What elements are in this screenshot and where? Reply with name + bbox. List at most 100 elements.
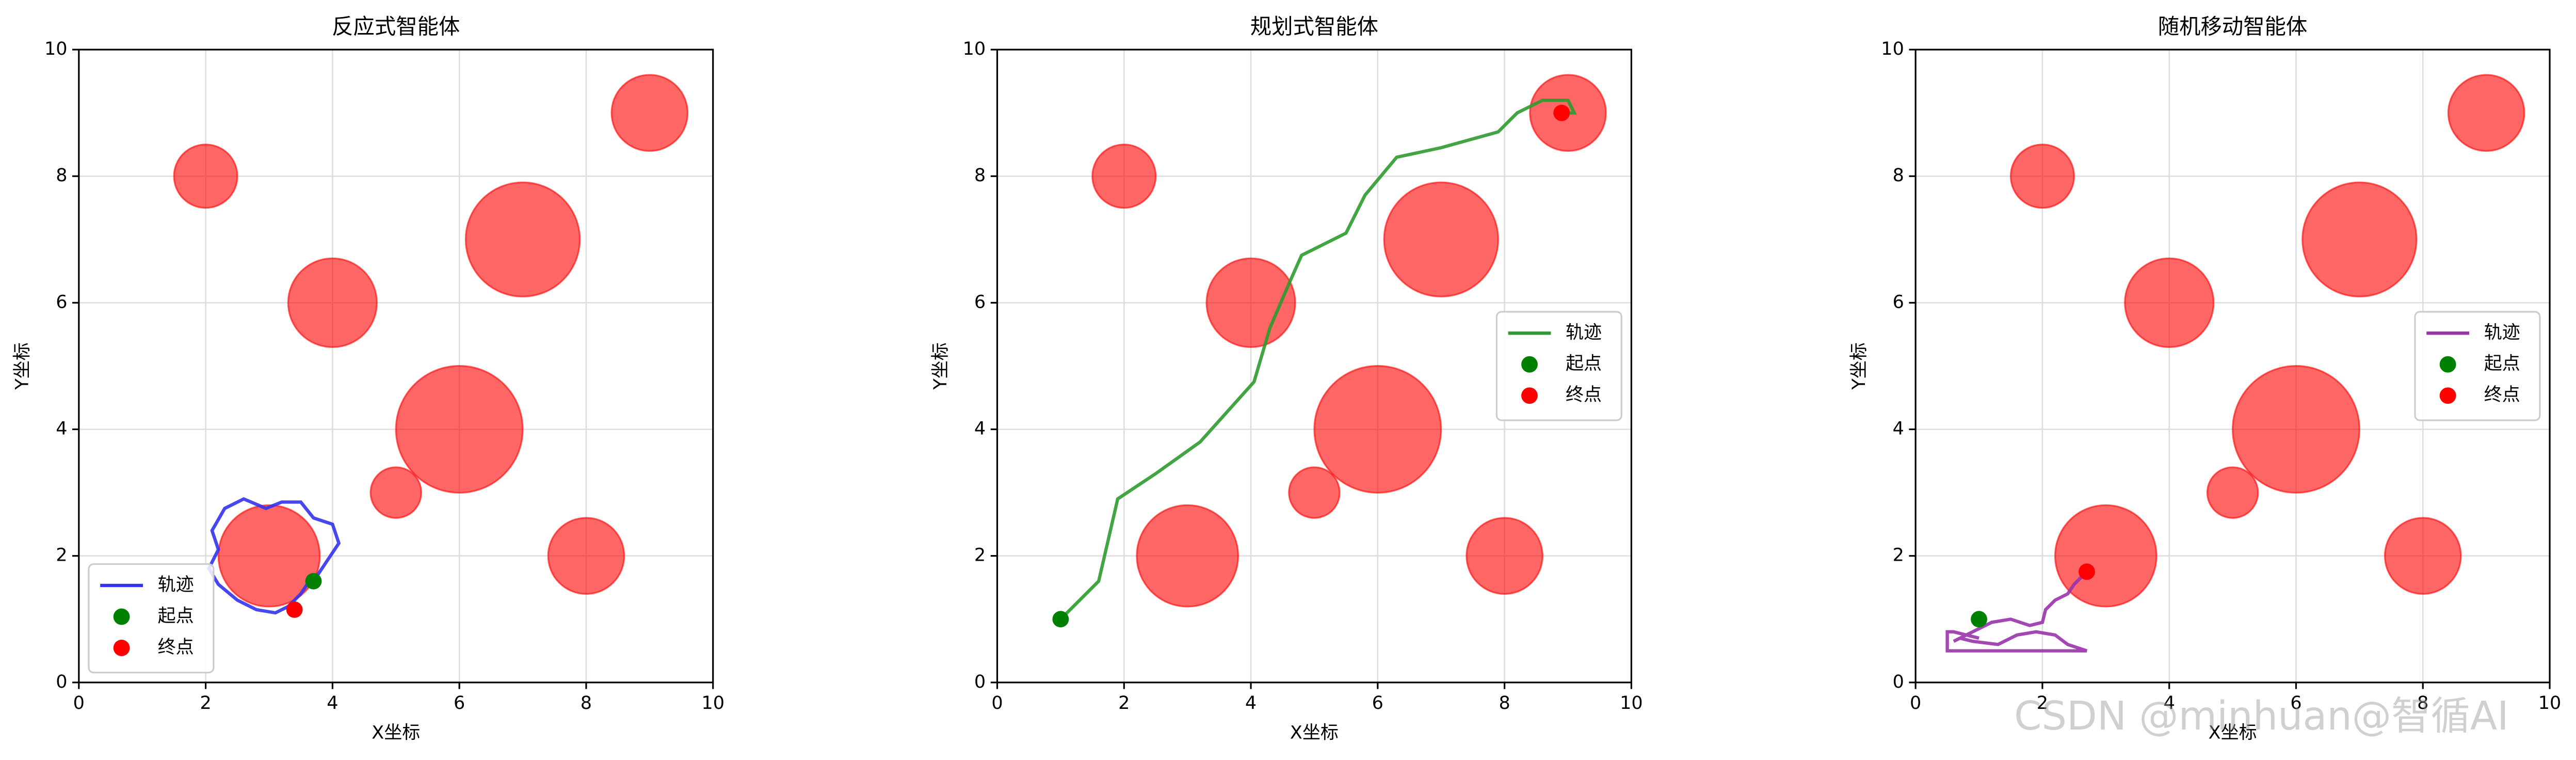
y-axis-label: Y坐标 xyxy=(930,342,951,390)
legend-swatch xyxy=(1521,387,1538,404)
obstacle xyxy=(464,181,581,297)
obstacle xyxy=(2206,466,2259,519)
y-tick-label: 6 xyxy=(1893,291,1904,312)
chart-title: 随机移动智能体 xyxy=(2158,14,2308,39)
point xyxy=(1971,611,1987,628)
chart-title: 规划式智能体 xyxy=(1250,14,1378,39)
x-tick-label: 2 xyxy=(1118,692,1130,714)
legend-label: 终点 xyxy=(158,637,194,658)
obstacle xyxy=(1313,365,1442,494)
legend-label: 终点 xyxy=(1566,384,1602,405)
x-axis-label: X坐标 xyxy=(372,722,420,743)
x-tick-label: 0 xyxy=(1910,692,1921,714)
y-tick-label: 4 xyxy=(974,418,986,439)
y-tick-label: 4 xyxy=(1893,418,1904,439)
y-tick-label: 2 xyxy=(56,545,67,566)
legend-label: 起点 xyxy=(158,605,194,626)
obstacle xyxy=(173,144,238,209)
x-axis-label: X坐标 xyxy=(1290,722,1339,743)
x-tick-label: 4 xyxy=(1245,692,1257,714)
point xyxy=(1052,611,1069,628)
obstacle xyxy=(2384,517,2462,595)
legend-label: 轨迹 xyxy=(2484,322,2520,343)
x-tick-label: 10 xyxy=(2538,692,2562,714)
point xyxy=(1553,104,1570,121)
legend-label: 终点 xyxy=(2484,384,2520,405)
point xyxy=(286,601,303,618)
y-tick-label: 6 xyxy=(56,291,67,312)
y-tick-label: 8 xyxy=(1893,165,1904,186)
legend-box xyxy=(88,563,215,674)
obstacle xyxy=(287,257,378,348)
y-tick-label: 6 xyxy=(974,291,986,312)
y-tick-label: 10 xyxy=(44,38,68,59)
x-tick-label: 0 xyxy=(991,692,1003,714)
x-tick-label: 6 xyxy=(454,692,465,714)
obstacle xyxy=(1091,144,1157,209)
y-tick-label: 8 xyxy=(974,165,986,186)
x-tick-label: 2 xyxy=(200,692,211,714)
x-tick-label: 8 xyxy=(581,692,592,714)
obstacle xyxy=(2009,144,2075,209)
x-tick-label: 2 xyxy=(2037,692,2048,714)
legend-label: 起点 xyxy=(1566,353,1602,374)
legend-swatch xyxy=(2439,387,2456,404)
obstacle xyxy=(610,74,689,152)
x-tick-label: 10 xyxy=(1620,692,1643,714)
obstacle xyxy=(1288,466,1341,519)
obstacle xyxy=(1466,517,1543,595)
legend-label: 起点 xyxy=(2484,353,2520,374)
obstacle xyxy=(395,365,524,494)
trajectory xyxy=(1945,571,2088,653)
legend-swatch xyxy=(1521,356,1538,373)
obstacle xyxy=(369,466,423,519)
x-tick-label: 10 xyxy=(701,692,725,714)
trajectory xyxy=(207,497,341,615)
y-tick-label: 0 xyxy=(1893,671,1904,692)
x-tick-label: 8 xyxy=(2417,692,2428,714)
x-tick-label: 4 xyxy=(2164,692,2175,714)
obstacle xyxy=(2124,257,2215,348)
axes-frame xyxy=(78,49,714,684)
y-axis-label: Y坐标 xyxy=(1848,342,1870,390)
x-tick-label: 6 xyxy=(2290,692,2301,714)
chart-title: 反应式智能体 xyxy=(332,14,460,39)
y-tick-label: 0 xyxy=(974,671,986,692)
y-tick-label: 8 xyxy=(56,165,67,186)
obstacle xyxy=(2054,504,2158,608)
y-axis-label: Y坐标 xyxy=(12,342,33,390)
obstacle xyxy=(1136,504,1239,608)
legend-swatch xyxy=(2439,356,2456,373)
trajectory xyxy=(1059,98,1577,621)
y-tick-label: 4 xyxy=(56,418,67,439)
axes-frame xyxy=(996,49,1632,684)
obstacle xyxy=(2447,74,2525,152)
point xyxy=(305,573,322,590)
point xyxy=(2079,563,2095,580)
legend-swatch xyxy=(113,640,130,656)
obstacle xyxy=(2232,365,2360,494)
y-tick-label: 0 xyxy=(56,671,67,692)
legend-label: 轨迹 xyxy=(158,574,194,595)
obstacle xyxy=(547,517,625,595)
legend-label: 轨迹 xyxy=(1566,322,1602,343)
legend-box xyxy=(2414,311,2541,421)
obstacle xyxy=(1205,257,1296,348)
y-tick-label: 10 xyxy=(963,38,986,59)
y-tick-label: 10 xyxy=(1881,38,1904,59)
x-tick-label: 8 xyxy=(1499,692,1510,714)
legend-swatch xyxy=(113,608,130,625)
watermark: CSDN @minhuan@智循AI xyxy=(2014,693,2509,739)
x-tick-label: 4 xyxy=(327,692,338,714)
obstacle xyxy=(217,504,321,608)
obstacle xyxy=(2301,181,2418,297)
y-tick-label: 2 xyxy=(1893,545,1904,566)
axes-frame xyxy=(1914,49,2551,684)
x-tick-label: 6 xyxy=(1372,692,1383,714)
y-tick-label: 2 xyxy=(974,545,986,566)
